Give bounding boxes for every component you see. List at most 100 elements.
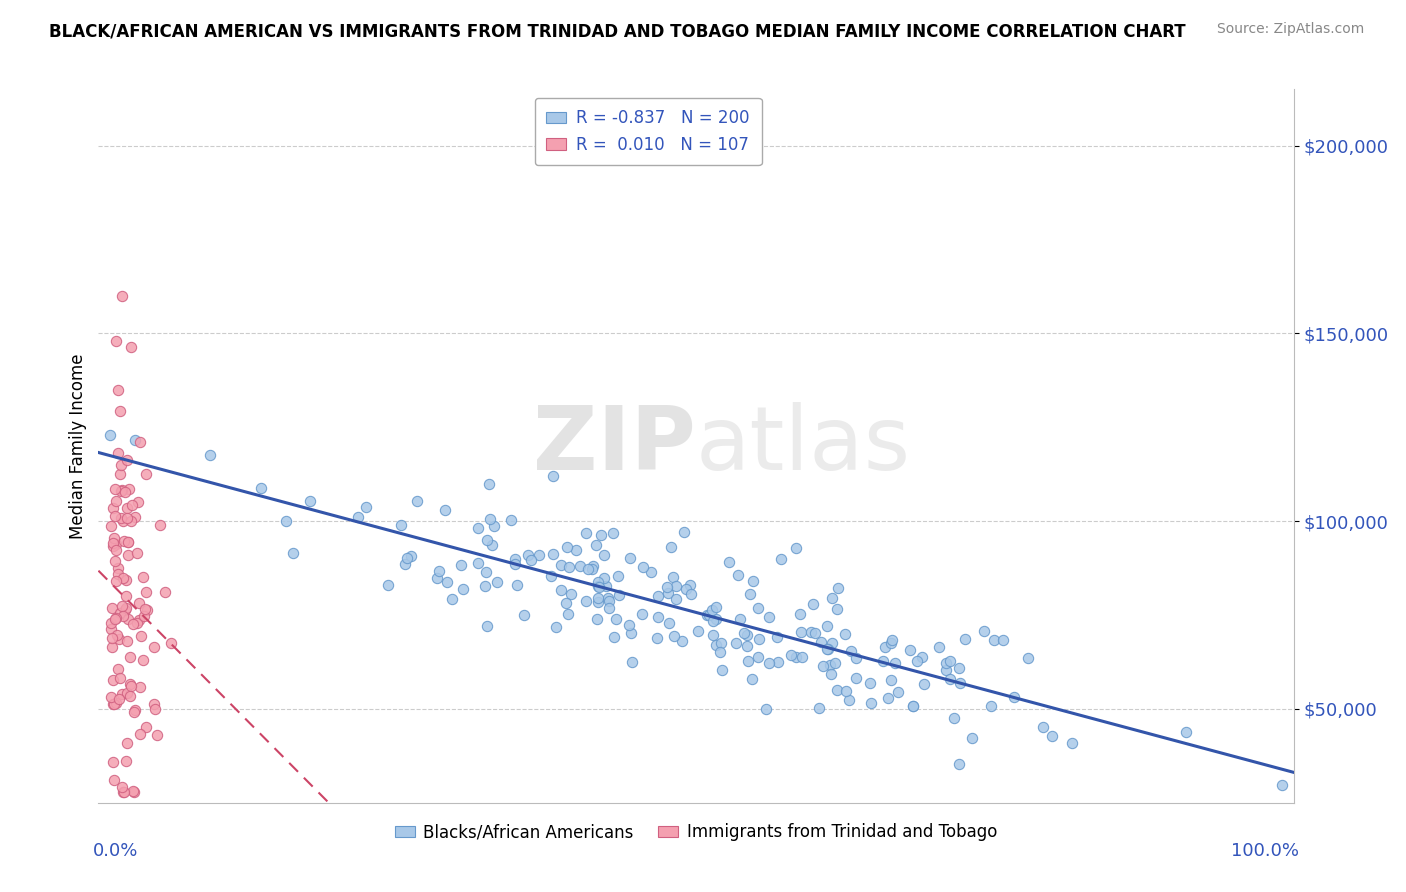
Point (100, 622, 122, 636)
Point (555, 540, 578, 554)
Point (607, 588, 630, 602)
Point (105, 494, 128, 508)
Point (120, 514, 142, 528)
Point (598, 601, 620, 615)
Point (479, 512, 502, 526)
Point (665, 591, 688, 606)
Point (396, 550, 419, 565)
Point (631, 607, 654, 621)
Point (766, 630, 789, 644)
Point (132, 608, 155, 623)
Point (467, 556, 489, 570)
Point (912, 677, 935, 691)
Point (647, 610, 669, 624)
Point (377, 578, 399, 592)
Point (129, 434, 152, 449)
Point (700, 602, 723, 616)
Point (111, 780, 134, 795)
Point (664, 629, 686, 643)
Point (647, 589, 669, 603)
Point (810, 635, 832, 649)
Point (860, 696, 883, 710)
Point (142, 697, 165, 711)
Point (681, 587, 703, 601)
Point (481, 538, 503, 552)
Point (100, 601, 122, 615)
Point (135, 585, 157, 599)
Point (101, 755, 124, 769)
Text: atlas: atlas (696, 402, 911, 490)
Point (557, 607, 579, 622)
Point (475, 533, 498, 547)
Point (122, 705, 145, 719)
Point (718, 555, 741, 569)
Point (939, 654, 962, 668)
Point (659, 540, 682, 554)
Point (873, 640, 896, 654)
Text: BLACK/AFRICAN AMERICAN VS IMMIGRANTS FROM TRINIDAD AND TOBAGO MEDIAN FAMILY INCO: BLACK/AFRICAN AMERICAN VS IMMIGRANTS FRO… (49, 22, 1185, 40)
Point (827, 581, 849, 595)
Point (127, 546, 149, 560)
Point (949, 675, 972, 690)
Point (131, 653, 153, 667)
Point (520, 553, 543, 567)
Text: 0.0%: 0.0% (93, 842, 138, 860)
Point (617, 618, 640, 632)
Point (595, 579, 617, 593)
Point (962, 731, 984, 745)
Point (603, 630, 626, 644)
Point (671, 633, 693, 648)
Point (825, 602, 848, 616)
Point (114, 485, 136, 500)
Point (838, 692, 860, 706)
Point (124, 509, 146, 524)
Point (499, 513, 522, 527)
Point (104, 482, 127, 496)
Point (702, 614, 724, 628)
Point (657, 586, 679, 600)
Point (815, 641, 838, 656)
Point (586, 591, 609, 605)
Point (839, 643, 862, 657)
Point (104, 554, 127, 568)
Point (115, 755, 138, 769)
Point (108, 632, 131, 646)
Point (834, 684, 856, 698)
Point (450, 558, 472, 572)
Point (880, 636, 903, 650)
Point (834, 627, 856, 641)
Point (105, 543, 128, 558)
Point (737, 654, 759, 668)
Point (953, 632, 976, 647)
Point (939, 672, 962, 686)
Point (1174, 725, 1197, 739)
Point (105, 574, 128, 588)
Point (482, 518, 505, 533)
Point (665, 579, 688, 593)
Point (879, 673, 901, 687)
Point (118, 649, 141, 664)
Point (903, 699, 925, 714)
Point (110, 606, 132, 620)
Point (586, 574, 609, 589)
Point (111, 599, 134, 613)
Point (1002, 690, 1025, 704)
Point (821, 636, 844, 650)
Point (105, 537, 128, 551)
Point (155, 584, 177, 599)
Point (477, 619, 499, 633)
Point (948, 757, 970, 772)
Point (115, 573, 138, 587)
Point (117, 534, 139, 549)
Point (117, 611, 139, 625)
Point (101, 697, 124, 711)
Point (513, 608, 536, 623)
Point (541, 547, 564, 561)
Point (527, 549, 550, 563)
Point (118, 483, 141, 497)
Point (598, 594, 620, 608)
Point (122, 616, 145, 631)
Point (780, 648, 803, 662)
Point (122, 784, 145, 798)
Point (107, 383, 129, 397)
